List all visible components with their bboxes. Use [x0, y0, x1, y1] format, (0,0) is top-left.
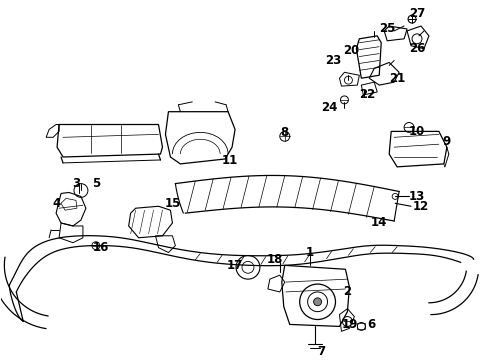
Text: 2: 2 — [343, 285, 351, 298]
Text: 17: 17 — [227, 259, 243, 272]
Text: 16: 16 — [93, 241, 109, 254]
Text: 24: 24 — [321, 101, 338, 114]
Text: 20: 20 — [343, 44, 360, 57]
Text: 8: 8 — [281, 126, 289, 139]
Text: 5: 5 — [92, 177, 100, 190]
Text: 6: 6 — [367, 318, 375, 331]
Text: 25: 25 — [379, 22, 395, 36]
Text: 21: 21 — [389, 72, 405, 85]
Text: 26: 26 — [409, 42, 425, 55]
Text: 19: 19 — [341, 318, 358, 331]
Circle shape — [314, 298, 321, 306]
Text: 10: 10 — [409, 125, 425, 138]
Text: 3: 3 — [72, 177, 80, 190]
Text: 15: 15 — [164, 197, 181, 210]
Text: 12: 12 — [413, 200, 429, 213]
Text: 18: 18 — [267, 253, 283, 266]
Text: 4: 4 — [52, 197, 60, 210]
Text: 22: 22 — [359, 89, 375, 102]
Text: 7: 7 — [318, 345, 326, 357]
Text: 23: 23 — [325, 54, 342, 67]
Text: 13: 13 — [409, 190, 425, 203]
Text: 11: 11 — [222, 154, 238, 167]
Text: 9: 9 — [443, 135, 451, 148]
Text: 14: 14 — [371, 216, 388, 229]
Text: 27: 27 — [409, 7, 425, 20]
Text: 1: 1 — [306, 246, 314, 259]
